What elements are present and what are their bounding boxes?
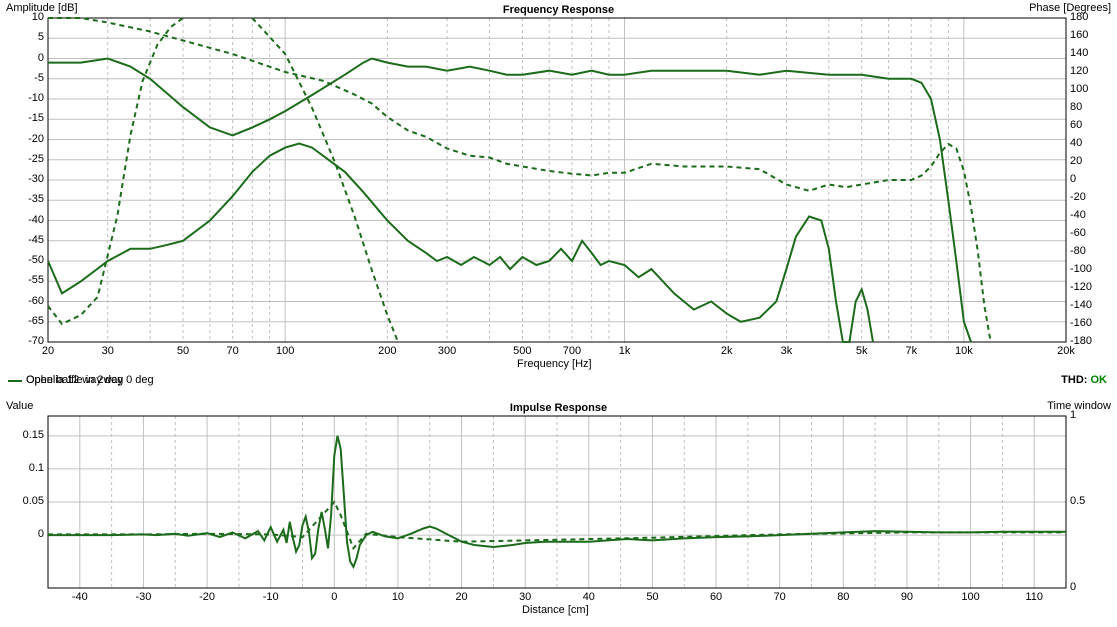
imp-yr-label: Time window	[1047, 400, 1111, 412]
imp-x-tick: -40	[72, 591, 88, 603]
imp-x-tick: 70	[774, 591, 786, 603]
imp-x-tick: 10	[392, 591, 404, 603]
imp-yl-label: Value	[6, 400, 33, 412]
imp-yr-tick: 0.5	[1070, 495, 1085, 507]
imp-x-tick: 40	[583, 591, 595, 603]
imp-x-label: Distance [cm]	[522, 604, 589, 616]
imp-x-tick: -20	[199, 591, 215, 603]
imp-x-tick: 110	[1025, 591, 1043, 603]
imp-yr-tick: 1	[1070, 409, 1076, 421]
imp-yl-tick: 0.1	[4, 462, 44, 474]
imp-x-tick: 30	[519, 591, 531, 603]
imp-yl-tick: 0	[4, 528, 44, 540]
imp-x-tick: -30	[135, 591, 151, 603]
imp-x-tick: 100	[961, 591, 979, 603]
imp-x-tick: 80	[837, 591, 849, 603]
imp-yl-tick: 0.05	[4, 495, 44, 507]
imp-x-tick: 60	[710, 591, 722, 603]
imp-yl-tick: 0.15	[4, 429, 44, 441]
imp-x-tick: 50	[646, 591, 658, 603]
imp-x-tick: -10	[263, 591, 279, 603]
imp-title: Impulse Response	[510, 402, 607, 414]
imp-x-tick: 90	[901, 591, 913, 603]
imp-x-tick: 20	[455, 591, 467, 603]
imp-x-tick: 0	[331, 591, 337, 603]
imp-yr-tick: 0	[1070, 581, 1076, 593]
